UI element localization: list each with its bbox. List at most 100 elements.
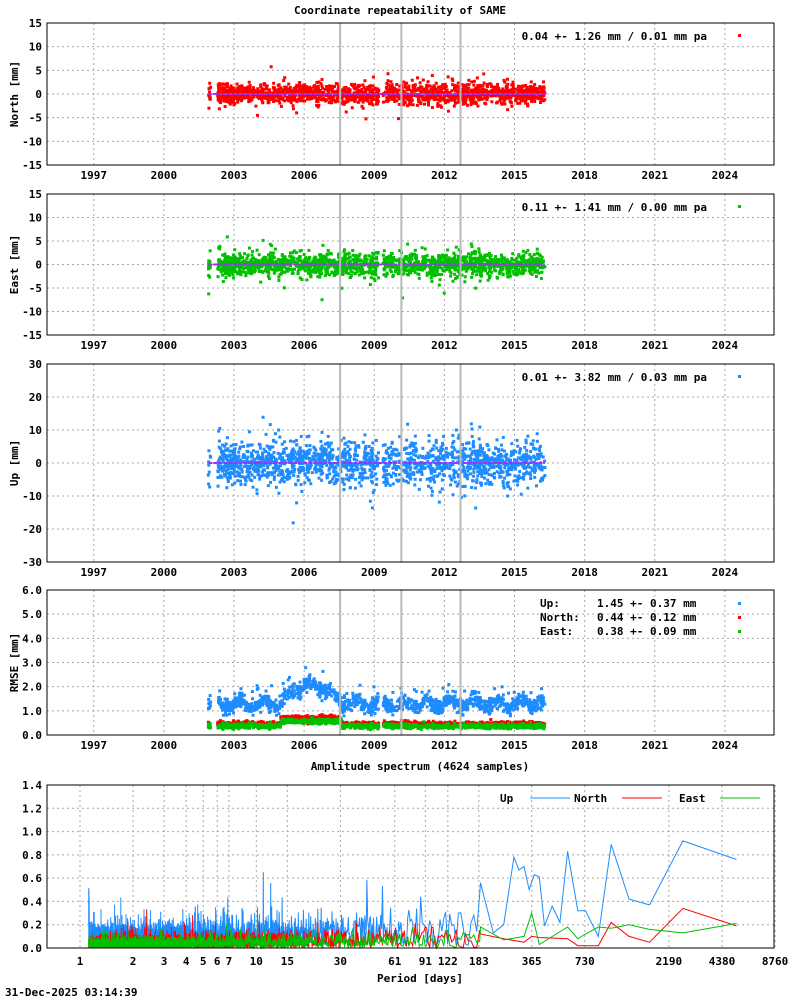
data-point [318,275,322,279]
data-point [440,443,444,447]
data-point [505,481,509,485]
data-point [207,470,211,474]
data-point [337,260,341,264]
data-point [246,470,250,474]
data-point [221,94,225,98]
data-point [466,465,470,469]
data-point [287,88,291,92]
data-point [332,470,336,474]
data-point [225,486,229,490]
data-point [490,482,494,486]
data-point [487,448,491,452]
data-point [475,257,479,261]
data-point [532,85,536,89]
data-point [482,451,486,455]
data-point [207,292,211,296]
data-point [423,456,427,460]
data-point [298,249,302,253]
data-point [361,263,365,267]
data-point [541,90,545,94]
data-point [534,86,538,90]
data-point [240,469,244,473]
data-point [364,453,368,457]
data-point [359,484,363,488]
data-point [305,444,309,448]
data-point [278,435,282,439]
data-point [292,457,296,461]
data-point [233,481,237,485]
data-point [284,446,288,450]
data-point [261,459,265,463]
data-point [341,266,345,270]
data-point [340,455,344,459]
data-point [423,255,427,259]
data-point [498,264,502,268]
data-point [245,91,249,95]
data-point [239,479,243,483]
data-point [257,253,261,257]
data-point [525,259,529,263]
data-point [227,259,231,263]
data-point [393,258,397,262]
data-point [248,443,252,447]
data-point [437,500,441,504]
x-tick-label: 2024 [712,169,739,182]
data-point [516,271,520,275]
data-point [224,448,228,452]
data-point [418,478,422,482]
data-point [510,90,514,94]
data-point [370,479,374,483]
data-point [477,91,481,95]
data-point [207,87,211,91]
data-point [279,473,283,477]
data-point [208,485,212,489]
data-point [303,86,307,90]
data-point [303,99,307,103]
data-point [345,271,349,275]
data-point [484,102,488,106]
data-point [433,268,437,272]
data-point [351,98,355,102]
data-point [535,247,539,251]
data-point [406,94,410,98]
data-point [402,272,406,276]
x-tick-label: 2006 [291,566,318,579]
data-point [317,96,321,100]
data-point [478,271,482,275]
data-point [276,95,280,99]
data-point [538,444,542,448]
data-point [258,475,262,479]
data-point [367,254,371,258]
data-point [507,94,511,98]
data-point [412,453,416,457]
data-point [406,92,410,96]
data-point [441,83,445,87]
data-point [325,476,329,480]
data-point [372,277,376,281]
data-point [473,87,477,91]
data-point [363,256,367,260]
data-point [348,266,352,270]
data-point [347,453,351,457]
data-point [289,96,293,100]
data-point [522,99,526,103]
data-point [478,83,482,87]
data-point [353,486,357,490]
data-point [251,449,255,453]
data-point [414,450,418,454]
data-point [507,264,511,268]
data-point [508,487,512,491]
data-point [357,273,361,277]
data-point [343,254,347,258]
data-point [499,466,503,470]
data-point [223,444,227,448]
data-point [451,493,455,497]
data-point [430,273,434,277]
data-point [520,89,524,93]
data-point [532,252,536,256]
data-point [421,259,425,263]
data-point [485,83,489,87]
data-point [277,93,281,97]
data-point [370,260,374,264]
data-point [509,100,513,104]
